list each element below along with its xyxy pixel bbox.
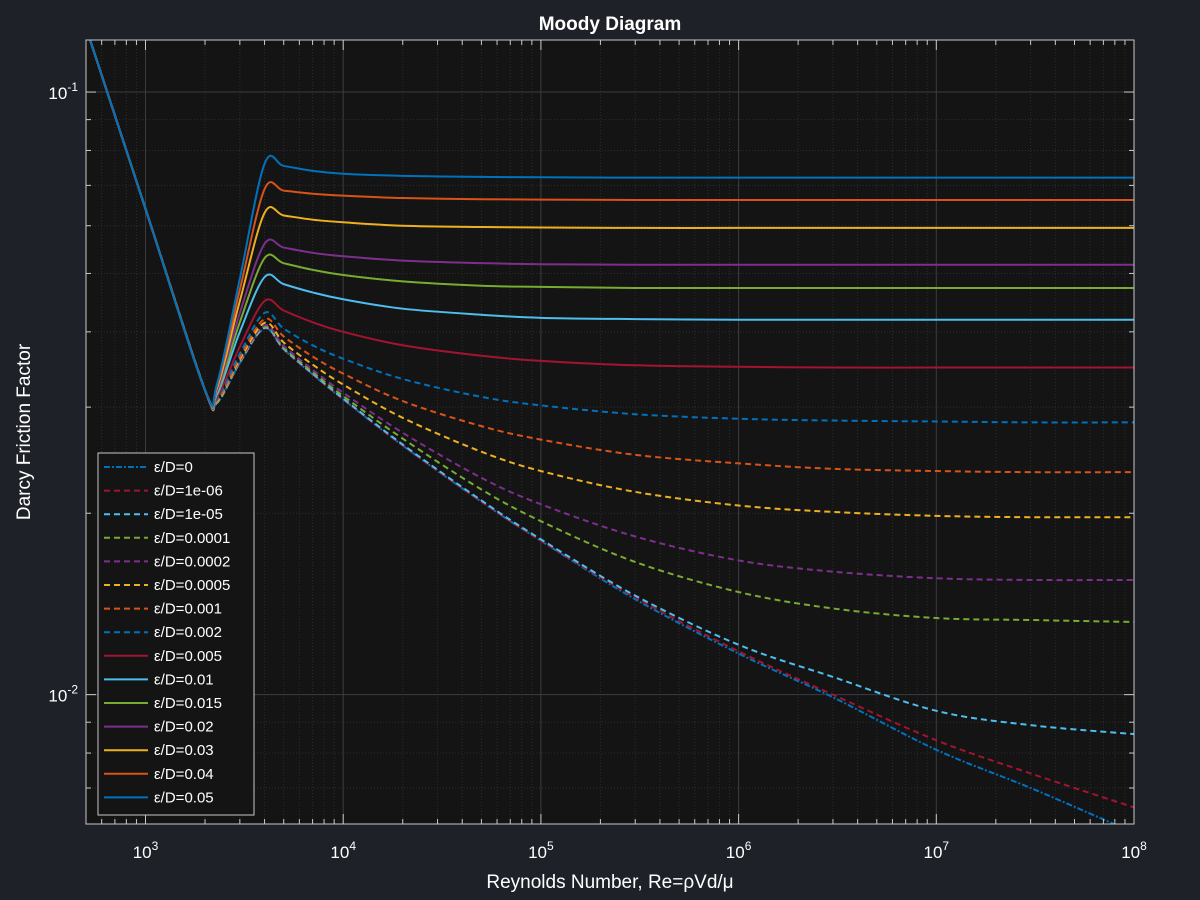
series-layer xyxy=(89,40,1134,824)
legend-label-3: ε/D=0.0001 xyxy=(154,530,230,547)
legend-label-9: ε/D=0.01 xyxy=(154,671,214,688)
legend-label-10: ε/D=0.015 xyxy=(154,695,222,712)
legend-label-0: ε/D=0 xyxy=(154,459,193,476)
y-tick-base: 10 xyxy=(48,84,67,103)
legend-label-8: ε/D=0.005 xyxy=(154,648,222,665)
y-tick-base: 10 xyxy=(48,687,67,706)
series-line-4 xyxy=(89,40,1134,582)
x-tick-exponent: 7 xyxy=(942,839,949,853)
legend: ε/D=0 ε/D=1e-06 ε/D=1e-05 ε/D=0.0001 ε/D=0.0… xyxy=(97,452,255,816)
y-tick-exponent: -1 xyxy=(67,80,78,94)
legend-label-14: ε/D=0.05 xyxy=(154,789,214,806)
x-tick-labels: 103 104 105 106 107 108 xyxy=(133,839,1147,862)
legend-label-1: ε/D=1e-06 xyxy=(154,483,223,500)
x-tick-label: 108 xyxy=(1121,839,1147,862)
ticks-layer xyxy=(85,40,1135,824)
x-tick-base: 10 xyxy=(330,843,349,862)
x-axis-label: Reynolds Number, Re=ρVd/μ xyxy=(486,872,733,893)
y-tick-label: 10-1 xyxy=(48,80,78,103)
x-tick-label: 106 xyxy=(726,839,752,862)
x-tick-label: 104 xyxy=(330,839,356,862)
y-tick-exponent: -2 xyxy=(67,683,78,697)
plot-area xyxy=(86,40,1134,824)
legend-label-13: ε/D=0.04 xyxy=(154,766,214,783)
legend-label-6: ε/D=0.001 xyxy=(154,601,222,618)
legend-label-5: ε/D=0.0005 xyxy=(154,577,230,594)
x-tick-base: 10 xyxy=(726,843,745,862)
x-tick-base: 10 xyxy=(528,843,547,862)
x-tick-exponent: 4 xyxy=(349,839,356,853)
minor-grid xyxy=(85,40,1134,824)
legend-label-4: ε/D=0.0002 xyxy=(154,553,230,570)
x-tick-exponent: 8 xyxy=(1140,839,1147,853)
series-line-3 xyxy=(89,40,1134,623)
x-tick-label: 105 xyxy=(528,839,554,862)
x-tick-base: 10 xyxy=(133,843,152,862)
y-tick-labels: 10-110-2 xyxy=(48,80,78,706)
y-tick-label: 10-2 xyxy=(48,683,78,706)
x-tick-label: 107 xyxy=(923,839,949,862)
legend-label-12: ε/D=0.03 xyxy=(154,742,214,759)
legend-label-2: ε/D=1e-05 xyxy=(154,506,223,523)
x-tick-label: 103 xyxy=(133,839,159,862)
y-axis-label: Darcy Friction Factor xyxy=(14,343,35,520)
legend-label-7: ε/D=0.002 xyxy=(154,624,222,641)
x-tick-exponent: 3 xyxy=(152,839,159,853)
plot-frame xyxy=(85,39,1135,825)
x-tick-exponent: 5 xyxy=(547,839,554,853)
legend-label-11: ε/D=0.02 xyxy=(154,719,214,736)
x-tick-base: 10 xyxy=(1121,843,1140,862)
series-line-2 xyxy=(89,40,1134,736)
series-line-14 xyxy=(89,40,1134,407)
chart-title: Moody Diagram xyxy=(539,14,682,35)
major-grid xyxy=(86,40,1135,824)
x-tick-exponent: 6 xyxy=(745,839,752,853)
x-tick-base: 10 xyxy=(923,843,942,862)
